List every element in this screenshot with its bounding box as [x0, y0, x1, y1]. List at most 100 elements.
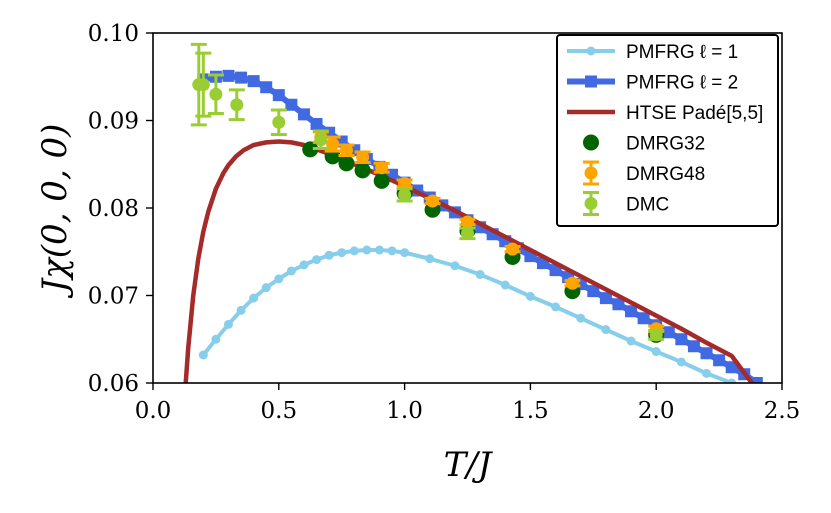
data-point [500, 280, 510, 290]
data-point [235, 71, 248, 84]
data-point [626, 336, 636, 346]
data-point [310, 118, 323, 130]
data-point [565, 276, 579, 290]
data-point [676, 357, 686, 367]
data-point [587, 285, 600, 298]
data-point [326, 137, 340, 151]
x-tick-label: 0.5 [261, 398, 298, 424]
series-dmc [190, 42, 665, 342]
data-point [702, 368, 712, 378]
data-point [637, 312, 650, 325]
legend-marker [583, 134, 599, 151]
data-point [230, 98, 244, 112]
y-tick-label: 0.09 [88, 109, 139, 135]
legend-item: PMFRG ℓ = 1 [567, 42, 738, 63]
data-point [398, 188, 412, 202]
data-point [426, 194, 440, 208]
data-point [211, 334, 221, 344]
y-tick-label: 0.06 [88, 371, 139, 397]
series-htse-pad-5-5- [183, 139, 754, 383]
data-point [260, 81, 273, 94]
legend-marker [585, 75, 597, 88]
data-point [236, 305, 246, 315]
y-tick-label: 0.07 [88, 284, 139, 310]
data-point [425, 254, 435, 264]
data-point [312, 255, 322, 265]
data-point [314, 133, 328, 147]
data-point [525, 291, 535, 301]
data-point [601, 325, 611, 335]
data-point [349, 246, 359, 256]
data-point [450, 261, 460, 271]
legend-item: DMRG48 [583, 160, 705, 186]
series-line [183, 139, 754, 383]
legend-label: PMFRG ℓ = 2 [626, 73, 738, 94]
x-tick-label: 1.0 [386, 398, 423, 424]
legend-marker [584, 197, 598, 210]
y-tick-label: 0.10 [88, 21, 139, 47]
data-point [299, 260, 309, 270]
data-point [297, 108, 310, 121]
legend: PMFRG ℓ = 1 PMFRG ℓ = 2 HTSE Padé[5,5] DMRG… [556, 34, 779, 227]
legend-item: PMFRG ℓ = 2 [567, 73, 738, 94]
data-point [400, 248, 410, 258]
data-point [261, 283, 271, 293]
data-point [649, 328, 663, 342]
y-tick-label: 0.08 [88, 196, 139, 222]
data-point [700, 347, 713, 360]
series-pmfrg-1 [198, 245, 737, 383]
data-point [272, 115, 286, 129]
legend-label: DMC [626, 195, 669, 216]
x-tick-label: 0.0 [135, 398, 172, 424]
data-point [461, 215, 474, 229]
legend-items: PMFRG ℓ = 1 PMFRG ℓ = 2 HTSE Padé[5,5] DMRG… [567, 42, 763, 216]
series-layer [183, 42, 763, 383]
data-point [398, 177, 412, 190]
data-point [209, 87, 223, 101]
axes-layer: 0.0 0.5 1.0 1.5 2.0 2.5 0.06 0.07 0.08 0.09 0.10 [88, 21, 801, 424]
data-point [285, 98, 298, 111]
x-tick-label: 1.5 [512, 398, 549, 424]
data-point [286, 266, 296, 276]
data-point [599, 292, 612, 305]
legend-marker [584, 166, 598, 180]
data-point [356, 150, 370, 164]
data-point [625, 305, 638, 318]
legend-item: DMC [583, 191, 669, 216]
data-point [612, 298, 625, 311]
legend-label: DMRG32 [626, 134, 705, 155]
data-point [675, 333, 688, 346]
series-line [201, 248, 733, 383]
data-point [324, 250, 334, 260]
data-point [373, 172, 390, 189]
data-point [337, 248, 347, 258]
legend-marker [586, 46, 596, 56]
legend-label: PMFRG ℓ = 1 [626, 42, 738, 63]
data-point [272, 89, 285, 102]
x-tick-label: 2.0 [638, 398, 675, 424]
data-point [223, 319, 233, 329]
data-point [475, 270, 485, 279]
data-point [375, 161, 389, 175]
data-point [302, 141, 319, 158]
data-point [461, 226, 474, 240]
legend-item: HTSE Padé[5,5] [567, 103, 763, 124]
data-point [506, 242, 520, 256]
data-point [247, 75, 260, 88]
data-point [662, 326, 675, 339]
data-point [374, 245, 384, 255]
data-point [222, 69, 235, 82]
x-tick-label: 2.5 [764, 398, 801, 424]
data-point [727, 378, 737, 383]
data-point [362, 245, 372, 255]
y-axis-label: Jχ(0, 0, 0) [35, 124, 75, 299]
legend-label: DMRG48 [626, 164, 705, 185]
x-axis-label: T/J [444, 445, 494, 485]
data-point [387, 246, 397, 256]
data-point [713, 354, 726, 367]
data-point [196, 78, 210, 92]
data-point [274, 274, 284, 284]
data-point [750, 377, 763, 383]
data-point [249, 293, 259, 303]
